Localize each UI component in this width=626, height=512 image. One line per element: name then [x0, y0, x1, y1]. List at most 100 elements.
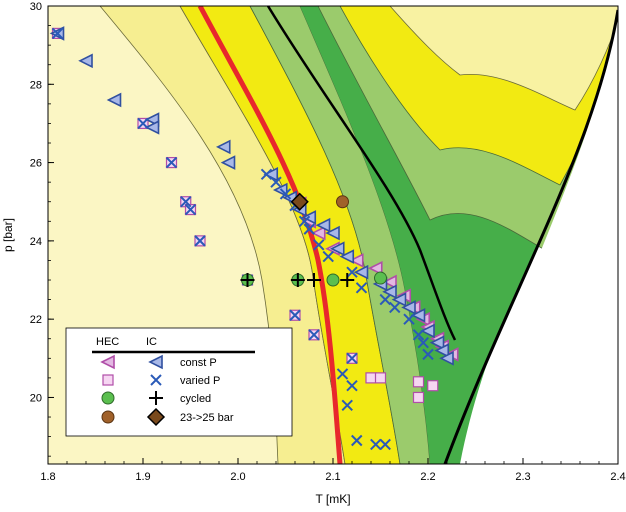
data-point-ic-varied-p — [260, 168, 273, 181]
x-tick-label: 2.2 — [420, 471, 435, 483]
data-point-ic-varied-p — [379, 293, 391, 306]
legend-markers — [100, 354, 166, 427]
data-point-ic-varied-p — [313, 239, 325, 251]
legend-header-hec: HEC — [96, 336, 119, 348]
light-green-region — [249, 6, 431, 464]
data-point-ic-const-p — [215, 139, 231, 155]
data-point-ic-const-p — [329, 241, 345, 256]
y-tick-label: 24 — [30, 236, 42, 248]
data-point-ic-varied-p — [389, 301, 401, 314]
x-axis: 1.8 1.9 2.0 2.1 2.2 2.3 2.4 — [40, 458, 626, 483]
data-point-ic-const-p — [439, 351, 454, 366]
data-point-ic-varied-p — [422, 348, 434, 361]
x-axis-label: T [mK] — [315, 492, 350, 506]
x-tick-label: 1.9 — [135, 471, 150, 483]
boundary-line — [266, 6, 457, 341]
data-point-ic-cycled — [240, 273, 255, 288]
data-point-ic-const-p — [434, 343, 450, 358]
legend-label-varied-p: varied P — [180, 375, 220, 387]
data-point-hec-varied-p — [427, 380, 439, 392]
data-point-ic-varied-p — [412, 329, 425, 341]
data-point-ic-const-p — [401, 300, 416, 315]
data-point-ic-varied-p — [336, 368, 349, 380]
y-tick-label: 22 — [30, 314, 42, 326]
x-tick-label: 2.1 — [325, 471, 340, 483]
legend-marker-ic-cycled — [149, 391, 163, 405]
data-point-ic-varied-p — [341, 399, 353, 411]
data-point-ic-varied-p — [379, 438, 391, 451]
data-point-ic-const-p — [410, 307, 426, 323]
data-point-ic-const-p — [339, 249, 355, 264]
data-point-hec-const-p — [382, 274, 397, 290]
data-point-ic-const-p — [420, 323, 435, 339]
y-axis: 20 22 24 26 28 30 — [30, 1, 54, 457]
data-point-ic-varied-p — [194, 235, 206, 247]
data-point-ic-varied-p — [346, 266, 358, 278]
data-point-ic-varied-p — [417, 336, 429, 349]
x-tick-label: 2.4 — [610, 471, 625, 483]
data-point-ic-varied-p — [298, 215, 311, 228]
data-point-ic-varied-p — [165, 156, 178, 169]
data-point-ic-cycled — [340, 273, 355, 288]
data-point-hec-cycled — [326, 273, 340, 287]
data-point-hec-cycled — [374, 271, 387, 285]
y-tick-label: 28 — [30, 79, 42, 91]
data-point-ic-varied-p — [303, 223, 315, 235]
x-tick-label: 2.0 — [230, 471, 245, 483]
x-tick-label: 1.8 — [40, 471, 55, 483]
y-tick-label: 20 — [30, 392, 42, 404]
data-point-ic-varied-p — [289, 309, 301, 321]
data-point-ic-const-p — [353, 264, 369, 280]
data-point-ic-varied-p — [346, 352, 358, 365]
data-point-ic-const-p — [315, 217, 331, 233]
legend: HEC IC const P varied P cycled 23->25 ba… — [65, 327, 293, 437]
data-point-ic-varied-p — [270, 176, 282, 188]
markers-layer — [49, 26, 459, 451]
data-point-hec-const-p — [348, 253, 364, 268]
legend-marker-hec-23-25-bar — [101, 410, 115, 424]
data-point-hec-varied-p — [412, 391, 425, 404]
data-point-ic-varied-p — [137, 117, 149, 130]
red-transition-line — [197, 6, 343, 464]
data-point-ic-cycled — [290, 273, 305, 288]
y-axis-label: p [bar] — [1, 218, 15, 252]
legend-marker-ic-const-p — [148, 354, 163, 370]
data-point-ic-varied-p — [346, 380, 358, 392]
y-tick-label: 26 — [30, 158, 42, 170]
legend-label-ramp: 23->25 bar — [180, 412, 234, 424]
y-tick-label: 30 — [30, 1, 42, 13]
data-point-ic-const-p — [325, 225, 340, 241]
legend-marker-ic-varied-p — [150, 374, 162, 386]
data-point-ic-varied-p — [51, 27, 64, 40]
legend-marker-hec-cycled — [101, 391, 115, 405]
data-point-ic-const-p — [429, 335, 445, 350]
legend-header-ic: IC — [146, 336, 157, 348]
data-point-ic-varied-p — [370, 438, 382, 451]
data-point-hec-varied-p — [374, 372, 387, 384]
data-point-hec-const-p — [367, 260, 383, 276]
data-point-ic-varied-p — [184, 203, 197, 216]
data-point-hec-const-p — [310, 225, 326, 241]
legend-marker-ic-23-25-bar — [146, 407, 166, 427]
data-point-ic-varied-p — [308, 329, 320, 341]
data-point-hec-23-25-bar — [336, 195, 349, 209]
legend-label-cycled: cycled — [180, 393, 211, 405]
data-point-ic-varied-p — [355, 282, 368, 294]
data-point-ic-23-25-bar — [290, 192, 309, 211]
legend-label-const-p: const P — [180, 357, 217, 369]
legend-marker-hec-varied-p — [102, 374, 114, 386]
data-point-ic-const-p — [144, 120, 160, 135]
x-tick-label: 2.3 — [515, 471, 530, 483]
data-point-hec-varied-p — [412, 376, 425, 388]
data-point-ic-const-p — [78, 53, 93, 69]
data-point-ic-const-p — [106, 92, 122, 108]
legend-marker-hec-const-p — [100, 354, 115, 370]
data-point-ic-varied-p — [180, 196, 192, 208]
data-point-ic-varied-p — [322, 250, 334, 263]
melting-curve-line — [443, 9, 618, 464]
data-point-ic-cycled — [307, 273, 321, 288]
data-point-ic-const-p — [220, 155, 236, 170]
data-point-ic-varied-p — [403, 313, 415, 325]
upper-pale-yellow-region — [389, 6, 618, 111]
